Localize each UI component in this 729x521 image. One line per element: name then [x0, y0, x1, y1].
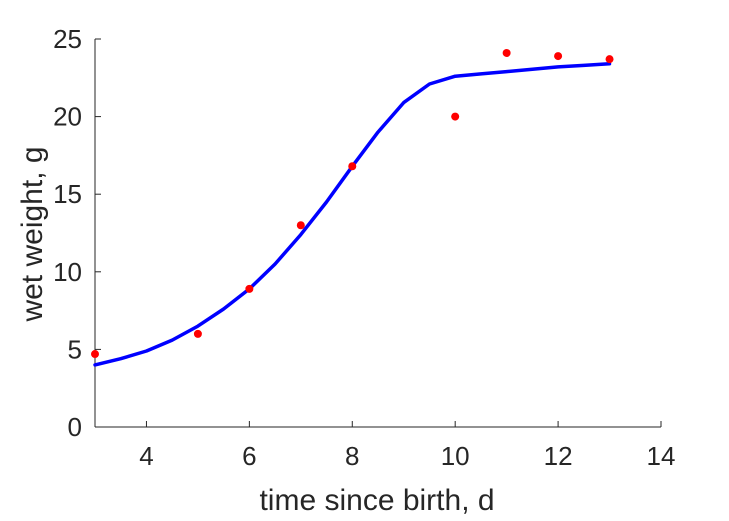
y-tick-label: 5 — [68, 334, 82, 364]
plot-series — [91, 48, 614, 367]
x-axis-label: time since birth, d — [259, 484, 494, 517]
data-point — [554, 52, 563, 61]
x-tick-label: 12 — [544, 441, 573, 471]
x-tick-label: 4 — [139, 441, 153, 471]
data-point — [91, 350, 99, 359]
x-tick-label: 8 — [345, 441, 359, 471]
data-point — [605, 55, 614, 64]
x-tick-label: 14 — [647, 441, 676, 471]
y-ticks: 0 5 10 15 20 25 — [53, 24, 101, 442]
data-point — [502, 48, 511, 57]
y-tick-label: 10 — [53, 257, 82, 287]
y-tick-label: 20 — [53, 102, 82, 132]
data-point — [193, 329, 202, 338]
axes — [94, 39, 661, 428]
y-tick-label: 0 — [68, 412, 82, 442]
y-tick-label: 15 — [53, 179, 82, 209]
data-point — [296, 221, 305, 230]
x-tick-label: 10 — [441, 441, 470, 471]
data-point — [451, 112, 460, 121]
data-point — [245, 284, 254, 293]
y-tick-label: 25 — [53, 24, 82, 54]
x-tick-label: 6 — [242, 441, 256, 471]
x-ticks: 4 6 8 10 12 14 — [139, 421, 675, 471]
data-point — [348, 162, 357, 171]
y-axis-label: wet weight, g — [16, 146, 49, 322]
